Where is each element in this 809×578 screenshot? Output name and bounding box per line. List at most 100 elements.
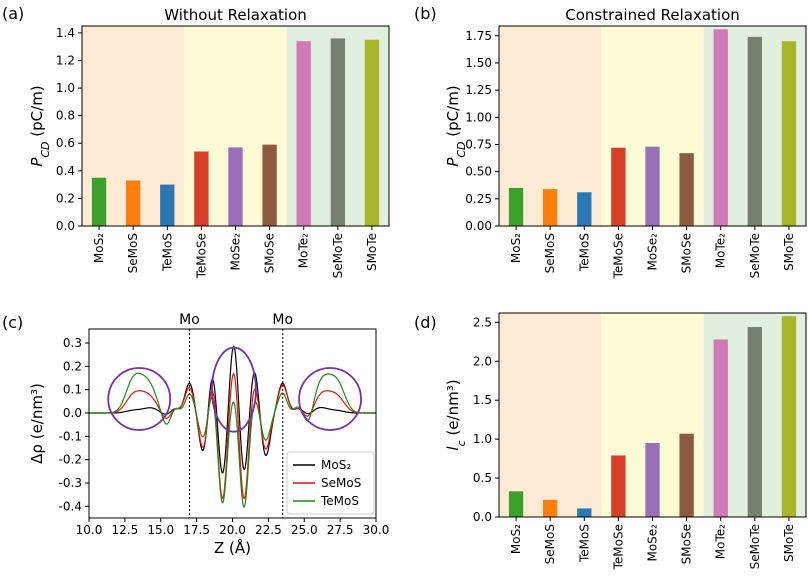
- line-chart-c: Mo Mo 10.0 12.5 15.0 17.5 20.0 22.5 25.0 27.5 30.0…: [28, 312, 389, 557]
- panel-label-a: (a): [2, 4, 24, 23]
- y-tick-label: 1.0: [473, 432, 492, 446]
- bar-MoS2: [508, 491, 524, 517]
- x-tick-label: TeMoS: [577, 233, 591, 272]
- x-tick-label: 20.0: [219, 523, 246, 537]
- y-tick-label: 0.2: [56, 191, 75, 205]
- x-tick-label: TeMoS: [577, 524, 591, 563]
- x-tick-label: SMoTe: [782, 233, 796, 271]
- y-tick-label: 0.8: [56, 109, 75, 123]
- y-tick-label: 1.00: [465, 110, 492, 124]
- bar-MoTe2: [713, 29, 728, 227]
- x-tick-label: 12.5: [112, 523, 139, 537]
- x-tick-label: SMoTe: [365, 233, 379, 271]
- bar-TeMoSe: [194, 151, 209, 226]
- x-tick-label: SeMoTe: [331, 233, 345, 278]
- chart-title: Without Relaxation: [164, 6, 307, 24]
- legend-box: [286, 451, 375, 515]
- highlight-circle-left: [107, 367, 172, 431]
- series-line-0: [89, 345, 376, 474]
- bar-MoSe2: [645, 443, 660, 517]
- y-tick-label: 1.25: [465, 83, 492, 97]
- x-tick-label: SeMoS: [543, 233, 557, 273]
- x-tick-label: 17.5: [183, 523, 210, 537]
- x-tick-label: SMoTe: [782, 524, 796, 562]
- bar-MoS2: [91, 177, 107, 226]
- x-tick-label: MoTe₂: [714, 524, 728, 559]
- y-tick-label: 0.25: [465, 192, 492, 206]
- y-tick-label: -0.1: [59, 429, 82, 443]
- series-line-2: [89, 372, 376, 509]
- axes-frame: [498, 312, 807, 518]
- bar-MoS2: [508, 187, 524, 226]
- x-tick-label: MoS₂: [92, 233, 106, 263]
- y-tick-label: 0.00: [465, 219, 492, 233]
- bar-chart-d: MoS₂ SeMoS TeMoS TeMoSe MoSe₂ SMoSe MoTe₂ SeMoT…: [444, 312, 807, 570]
- x-tick-label: SMoSe: [680, 524, 694, 564]
- bar-SeMoS: [126, 180, 141, 226]
- y-axis-label: PCD (pC/m): [28, 85, 52, 166]
- y-tick-label: 0.3: [63, 336, 82, 350]
- bar-TeMoS: [577, 508, 592, 517]
- x-tick-label: 22.5: [255, 523, 282, 537]
- y-tick-label: 0.2: [63, 359, 82, 373]
- legend-label-0: MoS₂: [321, 458, 351, 472]
- bar-chart-b: MoS₂ SeMoS TeMoS TeMoSe MoSe₂ SMoSe MoTe₂ SeMoT…: [444, 6, 807, 279]
- chart-title: Constrained Relaxation: [565, 6, 740, 24]
- panel-label-c: (c): [2, 313, 23, 332]
- bar-SeMoTe: [330, 38, 345, 227]
- highlight-circle-right: [298, 367, 362, 431]
- y-tick-label: 0.50: [465, 165, 492, 179]
- y-tick-label: 0.6: [56, 136, 75, 150]
- y-tick-label: -0.3: [59, 476, 82, 490]
- bar-SMoTe: [781, 316, 797, 517]
- x-tick-label: TeMoS: [160, 233, 174, 272]
- x-axis-label: Z (Å): [214, 538, 251, 557]
- bar-MoSe2: [228, 147, 243, 226]
- y-tick-label: 1.50: [465, 56, 492, 70]
- y-tick-label: 1.4: [56, 26, 75, 40]
- x-tick-label: MoTe₂: [714, 233, 728, 268]
- x-tick-label: MoTe₂: [297, 233, 311, 268]
- x-tick-label: MoSe₂: [646, 524, 660, 562]
- bar-MoSe2: [645, 146, 660, 226]
- bar-MoTe2: [713, 339, 728, 517]
- mo-annotation: Mo: [179, 312, 200, 328]
- x-tick-label: TeMoSe: [611, 233, 625, 279]
- x-tick-label: SeMoS: [126, 233, 140, 273]
- y-tick-label: 0.0: [63, 406, 82, 420]
- y-tick-label: 0.4: [56, 164, 75, 178]
- legend-label-1: SeMoS: [321, 476, 361, 490]
- bar-SMoSe: [262, 144, 277, 226]
- x-tick-label: SeMoTe: [748, 524, 762, 569]
- x-tick-label: MoSe₂: [229, 233, 243, 271]
- x-tick-label: MoS₂: [509, 524, 523, 554]
- bar-SMoSe: [679, 153, 694, 226]
- y-tick-label: 1.75: [465, 29, 492, 43]
- y-tick-label: 2.0: [473, 354, 492, 368]
- bar-SMoTe: [364, 39, 380, 226]
- x-tick-label: MoSe₂: [646, 233, 660, 271]
- x-tick-label: TeMoSe: [194, 233, 208, 279]
- y-axis-label: lc (e/nm³): [444, 379, 468, 450]
- axes-frame: [88, 328, 377, 519]
- x-tick-label: 10.0: [76, 523, 103, 537]
- bar-TeMoSe: [611, 147, 626, 226]
- y-tick-label: 0.1: [63, 383, 82, 397]
- bar-SeMoS: [543, 499, 558, 517]
- x-tick-label: 15.0: [147, 523, 174, 537]
- bar-chart-a: MoS₂ SeMoS TeMoS TeMoSe MoSe₂ SMoSe MoTe₂ SeMoT…: [28, 6, 390, 279]
- y-tick-label: 0.0: [56, 219, 75, 233]
- x-tick-label: 27.5: [327, 523, 354, 537]
- axes-frame: [498, 25, 807, 227]
- y-tick-label: -0.2: [59, 453, 82, 467]
- bar-SeMoS: [543, 189, 558, 226]
- x-tick-label: TeMoSe: [611, 524, 625, 570]
- bar-SMoTe: [781, 41, 797, 226]
- y-tick-label: 0.75: [465, 137, 492, 151]
- x-tick-label: SMoSe: [680, 233, 694, 273]
- x-tick-label: 25.0: [291, 523, 318, 537]
- y-axis-label: PCD (pC/m): [444, 85, 468, 166]
- bar-SeMoTe: [747, 36, 762, 226]
- y-tick-label: 0.0: [473, 510, 492, 524]
- y-axis-label: Δρ (e/nm³): [28, 383, 46, 464]
